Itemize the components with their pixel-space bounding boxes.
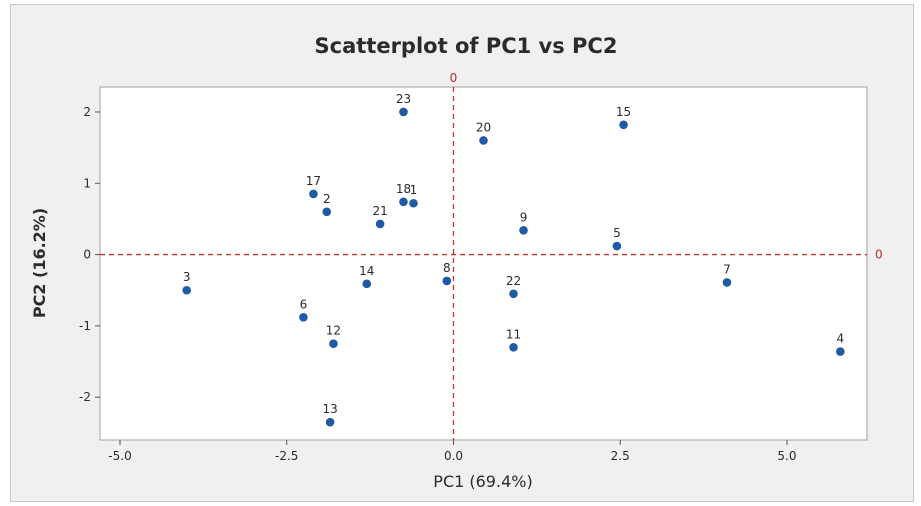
y-tick-label: 2: [83, 105, 91, 119]
y-tick-label: 0: [83, 248, 91, 262]
data-point-20: [479, 136, 488, 145]
data-point-8: [442, 276, 452, 286]
data-point-21: [375, 219, 385, 229]
x-tick-label: -2.5: [275, 449, 298, 463]
y-tick-label: -2: [79, 390, 91, 404]
point-label-23: 23: [396, 92, 411, 106]
x-axis-ticks: -5.0 -2.5 0.0 2.5 5.0: [108, 440, 797, 463]
point-label-7: 7: [723, 262, 731, 276]
data-point-22: [509, 289, 518, 299]
x-tick-label: 2.5: [611, 449, 630, 463]
x-tick-label: -5.0: [108, 449, 131, 463]
point-label-17: 17: [306, 174, 321, 188]
vertical-reference-label: 0: [450, 71, 458, 85]
plot-area: [99, 86, 868, 441]
point-label-4: 4: [837, 332, 845, 346]
data-point-1: [409, 198, 418, 208]
data-point-18: [399, 197, 408, 207]
data-point-3: [182, 285, 192, 295]
data-point-2: [322, 207, 332, 217]
data-point-13: [325, 417, 335, 427]
data-point-23: [399, 107, 408, 117]
point-label-18: 18: [396, 182, 411, 196]
y-axis-label: PC2 (16.2%): [30, 208, 49, 318]
point-label-20: 20: [476, 120, 491, 134]
point-label-2: 2: [323, 192, 331, 206]
point-label-12: 12: [326, 324, 341, 338]
x-tick-label: 5.0: [777, 449, 796, 463]
point-label-21: 21: [372, 204, 387, 218]
point-label-5: 5: [613, 226, 621, 240]
y-tick-label: -1: [79, 319, 91, 333]
data-point-9: [519, 226, 528, 235]
point-label-11: 11: [506, 327, 521, 341]
data-point-15: [619, 120, 628, 130]
y-tick-label: 1: [83, 176, 91, 190]
point-label-14: 14: [359, 264, 374, 278]
data-point-4: [836, 347, 845, 356]
data-point-6: [299, 313, 308, 322]
data-point-17: [309, 189, 318, 199]
data-point-12: [329, 339, 338, 349]
chart-title: Scatterplot of PC1 vs PC2: [315, 34, 618, 58]
x-tick-label: 0.0: [444, 449, 463, 463]
reference-lines: 00: [100, 71, 883, 440]
point-label-3: 3: [183, 270, 191, 284]
data-point-14: [362, 279, 372, 289]
point-label-1: 1: [410, 183, 418, 197]
y-axis-ticks: -2 -1 0 1 2: [79, 105, 100, 404]
point-label-6: 6: [300, 297, 308, 311]
data-point-5: [612, 241, 622, 251]
point-label-13: 13: [322, 402, 337, 416]
data-point-7: [722, 278, 732, 287]
point-label-8: 8: [443, 261, 451, 275]
scatterplot-svg: Scatterplot of PC1 vs PC2 00 -5.0 -2.5 0.0…: [30, 34, 883, 491]
point-label-9: 9: [520, 210, 528, 224]
horizontal-reference-label: 0: [875, 248, 883, 262]
point-label-15: 15: [616, 105, 631, 119]
data-point-11: [509, 342, 518, 352]
point-label-22: 22: [506, 274, 521, 288]
x-axis-label: PC1 (69.4%): [433, 472, 532, 491]
